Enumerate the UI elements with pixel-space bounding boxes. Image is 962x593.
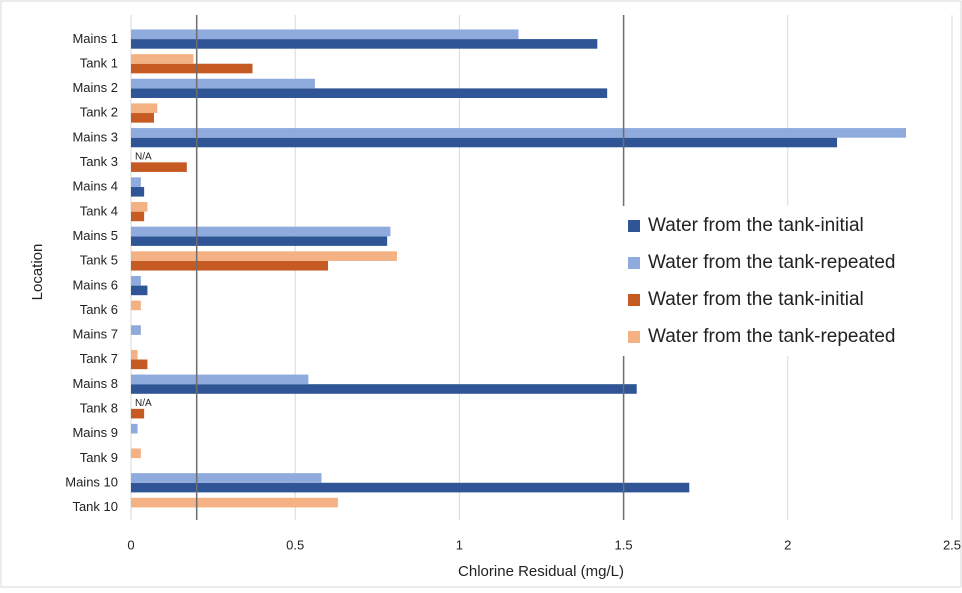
bar xyxy=(131,497,338,508)
y-tick-label: Mains 10 xyxy=(65,474,118,489)
x-tick-label: 0 xyxy=(127,537,134,552)
bar xyxy=(131,78,315,89)
y-tick-label: Tank 2 xyxy=(80,105,118,120)
bar xyxy=(131,211,145,222)
bar xyxy=(131,325,141,335)
bar xyxy=(131,128,907,138)
y-tick-label: Mains 6 xyxy=(72,277,118,292)
bar xyxy=(131,103,158,114)
legend-label: Water from the tank-initial xyxy=(648,289,864,310)
bar xyxy=(131,113,154,123)
bar xyxy=(131,202,148,212)
legend-background xyxy=(618,206,948,356)
y-tick-label: Tank 8 xyxy=(80,401,118,416)
bar xyxy=(131,285,148,296)
y-tick-label: Mains 9 xyxy=(72,425,118,440)
bar xyxy=(131,423,138,434)
bar xyxy=(131,137,838,148)
y-tick-label: Tank 7 xyxy=(80,351,118,366)
y-tick-label: Mains 4 xyxy=(72,179,118,194)
legend-swatch xyxy=(628,257,640,269)
bar xyxy=(131,384,637,394)
y-tick-label: Tank 4 xyxy=(80,203,118,218)
legend-swatch xyxy=(628,220,640,232)
y-tick-label: Mains 7 xyxy=(72,327,118,342)
y-tick-label: Tank 9 xyxy=(80,450,118,465)
bar xyxy=(131,275,141,286)
legend-swatch xyxy=(628,331,640,343)
y-tick-label: Tank 6 xyxy=(80,302,118,317)
x-axis-title: Chlorine Residual (mg/L) xyxy=(458,563,624,580)
bar xyxy=(131,88,608,98)
y-tick-label: Mains 1 xyxy=(72,31,118,46)
bar xyxy=(131,374,309,385)
y-tick-label: Tank 1 xyxy=(80,55,118,70)
bar xyxy=(131,349,138,360)
x-tick-label: 2.5 xyxy=(943,537,961,552)
bar xyxy=(131,448,141,459)
y-tick-label: Mains 2 xyxy=(72,80,118,95)
bar xyxy=(131,473,322,483)
legend-label: Water from the tank-repeated xyxy=(648,326,895,347)
y-tick-label: Mains 3 xyxy=(72,129,118,144)
bar xyxy=(131,408,145,419)
bar xyxy=(131,63,253,74)
bar xyxy=(131,54,194,64)
x-tick-label: 2 xyxy=(784,537,791,552)
y-tick-label: Mains 8 xyxy=(72,376,118,391)
legend-label: Water from the tank-initial xyxy=(648,215,864,236)
bar xyxy=(131,177,141,187)
annotation: N/A xyxy=(135,152,152,163)
annotation: N/A xyxy=(135,398,152,409)
legend: Water from the tank-initial Water from th… xyxy=(618,206,948,356)
x-tick-label: 1.5 xyxy=(615,537,633,552)
bar xyxy=(131,236,388,246)
bar xyxy=(131,300,141,311)
bar xyxy=(131,359,148,370)
bar xyxy=(131,186,145,197)
bar xyxy=(131,260,329,271)
x-tick-label: 0.5 xyxy=(286,537,304,552)
bar xyxy=(131,251,398,261)
legend-swatch xyxy=(628,294,640,306)
y-tick-label: Tank 3 xyxy=(80,154,118,169)
bar xyxy=(131,482,690,493)
y-tick-label: Tank 5 xyxy=(80,253,118,268)
y-axis-title: Location xyxy=(29,244,46,301)
bar xyxy=(131,29,519,40)
bar xyxy=(131,162,187,172)
bar xyxy=(131,39,598,49)
legend-label: Water from the tank-repeated xyxy=(648,252,895,273)
y-tick-label: Mains 5 xyxy=(72,228,118,243)
bar xyxy=(131,226,391,237)
x-tick-label: 1 xyxy=(456,537,463,552)
y-tick-label: Tank 10 xyxy=(72,499,118,514)
